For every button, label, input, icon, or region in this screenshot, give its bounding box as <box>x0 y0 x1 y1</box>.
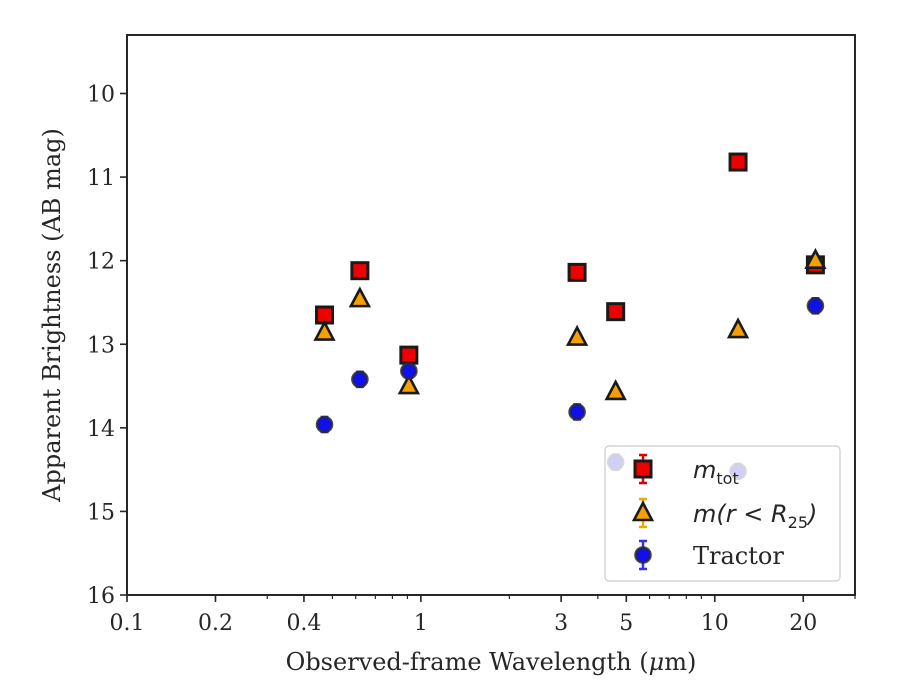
data-point-square <box>606 302 626 322</box>
legend-label: mtot <box>693 456 739 488</box>
legend-label: Tractor <box>693 542 784 570</box>
circle-marker <box>400 362 418 380</box>
data-point-circle <box>315 415 334 434</box>
legend-label-main: m <box>693 456 716 484</box>
triangle-marker <box>804 247 827 269</box>
square-marker <box>606 302 626 322</box>
triangle-marker <box>565 324 589 346</box>
triangle-marker <box>604 379 627 401</box>
y-tick-label: 10 <box>87 83 115 108</box>
legend-box <box>604 445 841 582</box>
x-tick-label: 5 <box>619 611 633 636</box>
legend-triangle-marker <box>631 500 655 522</box>
circle-marker <box>351 370 369 389</box>
legend-square-marker <box>633 459 653 479</box>
series-square <box>315 152 825 365</box>
square-marker <box>728 152 748 172</box>
data-point-square <box>567 262 587 282</box>
y-tick-label: 15 <box>87 500 115 525</box>
legend-entry: Tractor <box>634 539 784 571</box>
triangle-marker <box>348 286 372 308</box>
triangle-marker <box>313 319 336 341</box>
legend-label-rest: ) <box>806 500 817 528</box>
legend-label-subscript: 25 <box>788 513 808 532</box>
legend: mtot m(r < R25) Tractor <box>604 445 841 582</box>
plot-frame <box>126 34 856 596</box>
data-point-triangle <box>313 319 336 341</box>
data-point-triangle <box>565 324 589 346</box>
circle-marker <box>315 415 334 434</box>
data-point-circle <box>400 362 418 380</box>
legend-entry: m(r < R25) <box>631 497 817 532</box>
data-point-square <box>350 261 370 281</box>
data-point-square <box>399 345 419 365</box>
legend-circle-marker <box>634 546 652 564</box>
x-tick-label: 1 <box>414 611 428 636</box>
x-axis-title-prefix: Observed-frame Wavelength ( <box>286 648 649 676</box>
square-marker <box>399 345 419 365</box>
triangle-marker <box>397 373 421 395</box>
legend-entry: mtot <box>633 453 739 488</box>
triangle-marker <box>726 317 750 339</box>
data-point-triangle <box>804 247 827 269</box>
x-tick-label: 0.2 <box>198 611 233 636</box>
data-point-circle <box>806 297 825 315</box>
data-point-triangle <box>726 317 750 339</box>
data-point-circle <box>568 403 586 421</box>
x-axis-title-mu: μ <box>649 648 665 676</box>
x-tick-label: 10 <box>701 611 729 636</box>
y-axis-title: Apparent Brightness (AB mag) <box>38 128 66 503</box>
y-tick-label: 11 <box>87 166 115 191</box>
x-tick-label: 0.4 <box>286 611 321 636</box>
x-axis-title: Observed-frame Wavelength (μm) <box>286 648 697 676</box>
x-tick-label: 0.1 <box>110 611 145 636</box>
legend-label-main: Tractor <box>693 542 784 570</box>
y-tick-label: 16 <box>87 584 115 609</box>
series-triangle <box>313 247 827 401</box>
circle-marker <box>806 297 825 315</box>
x-tick-label: 3 <box>554 611 568 636</box>
square-marker <box>567 262 587 282</box>
data-point-triangle <box>397 373 421 395</box>
y-tick-label: 14 <box>87 417 115 442</box>
data-point-circle <box>351 370 369 389</box>
data-points-layer <box>313 152 827 481</box>
legend-label-main: m(r < R <box>693 500 788 528</box>
square-marker <box>350 261 370 281</box>
y-tick-label: 13 <box>87 333 115 358</box>
data-point-square <box>728 152 748 172</box>
data-point-triangle <box>348 286 372 308</box>
legend-label-subscript: tot <box>716 469 738 488</box>
circle-marker <box>568 403 586 421</box>
x-tick-label: 20 <box>789 611 817 636</box>
legend-label: m(r < R25) <box>693 500 817 532</box>
y-tick-label: 12 <box>87 250 115 275</box>
x-axis-title-suffix: m) <box>664 648 696 676</box>
data-point-triangle <box>604 379 627 401</box>
